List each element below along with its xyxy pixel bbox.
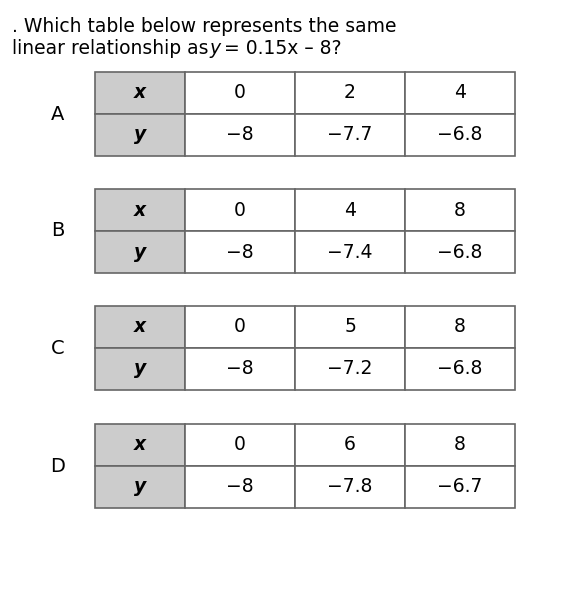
Text: 4: 4	[344, 200, 356, 220]
Text: −8: −8	[226, 125, 254, 144]
Bar	[95, 72, 185, 114]
Text: −6.7: −6.7	[437, 477, 483, 497]
Text: 0: 0	[234, 84, 246, 102]
Text: y: y	[134, 477, 146, 497]
Bar	[185, 231, 295, 273]
Bar	[295, 424, 405, 466]
Bar	[295, 348, 405, 390]
Text: 8: 8	[454, 435, 466, 455]
Bar	[405, 306, 515, 348]
Bar	[95, 231, 185, 273]
Text: −6.8: −6.8	[437, 359, 483, 379]
Bar	[295, 114, 405, 156]
Text: −8: −8	[226, 477, 254, 497]
Bar	[405, 424, 515, 466]
Text: x: x	[134, 84, 146, 102]
Text: D: D	[50, 456, 66, 476]
Text: y: y	[134, 243, 146, 261]
Text: −8: −8	[226, 243, 254, 261]
Text: x: x	[134, 435, 146, 455]
Text: = 0.15x – 8?: = 0.15x – 8?	[218, 39, 342, 58]
Text: 2: 2	[344, 84, 356, 102]
Bar	[95, 348, 185, 390]
Bar	[295, 231, 405, 273]
Text: y: y	[209, 39, 220, 58]
Bar	[405, 466, 515, 508]
Text: y: y	[134, 359, 146, 379]
Text: 4: 4	[454, 84, 466, 102]
Bar	[405, 348, 515, 390]
Text: B: B	[51, 222, 65, 241]
Bar	[185, 72, 295, 114]
Bar	[405, 72, 515, 114]
Bar	[405, 114, 515, 156]
Text: 8: 8	[454, 317, 466, 337]
Bar	[295, 466, 405, 508]
Text: . Which table below represents the same: . Which table below represents the same	[12, 17, 397, 36]
Text: x: x	[134, 200, 146, 220]
Bar	[405, 231, 515, 273]
Bar	[95, 466, 185, 508]
Text: −7.2: −7.2	[327, 359, 373, 379]
Bar	[95, 189, 185, 231]
Text: −8: −8	[226, 359, 254, 379]
Bar	[185, 348, 295, 390]
Text: 6: 6	[344, 435, 356, 455]
Text: −6.8: −6.8	[437, 125, 483, 144]
Text: A: A	[51, 105, 65, 123]
Text: 0: 0	[234, 200, 246, 220]
Bar	[185, 424, 295, 466]
Bar	[295, 306, 405, 348]
Bar	[95, 114, 185, 156]
Text: −7.8: −7.8	[327, 477, 373, 497]
Text: 8: 8	[454, 200, 466, 220]
Bar	[185, 466, 295, 508]
Bar	[295, 189, 405, 231]
Bar	[185, 114, 295, 156]
Text: linear relationship as: linear relationship as	[12, 39, 215, 58]
Bar	[95, 306, 185, 348]
Text: 0: 0	[234, 435, 246, 455]
Bar	[185, 189, 295, 231]
Bar	[405, 189, 515, 231]
Bar	[95, 424, 185, 466]
Text: −7.4: −7.4	[327, 243, 373, 261]
Text: −6.8: −6.8	[437, 243, 483, 261]
Text: 5: 5	[344, 317, 356, 337]
Text: −7.7: −7.7	[327, 125, 373, 144]
Text: C: C	[51, 338, 65, 358]
Bar	[185, 306, 295, 348]
Text: y: y	[134, 125, 146, 144]
Text: x: x	[134, 317, 146, 337]
Bar	[295, 72, 405, 114]
Text: 0: 0	[234, 317, 246, 337]
